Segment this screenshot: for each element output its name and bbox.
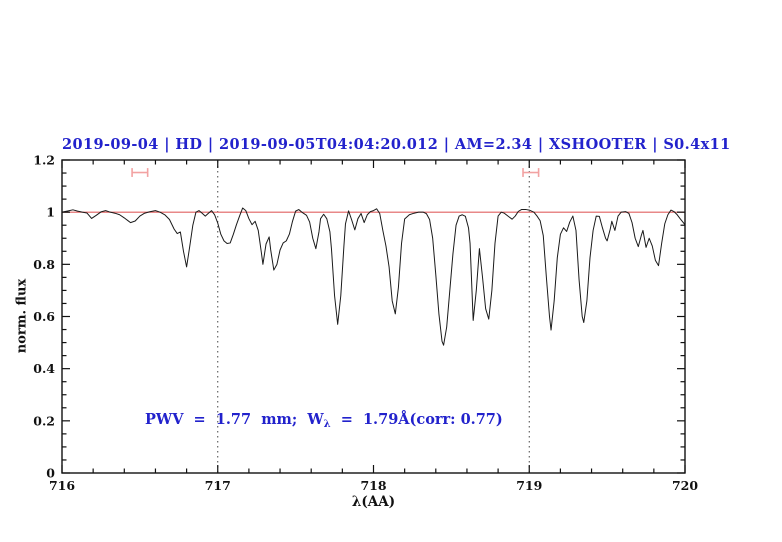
x-axis-tick-label: 718	[360, 478, 386, 493]
y-axis-tick-label: 1.2	[33, 153, 55, 168]
x-axis-tick-label: 716	[49, 478, 75, 493]
y-axis-tick-label: 0.2	[33, 413, 55, 428]
y-axis-tick-label: 0.4	[33, 361, 55, 376]
pwv-annotation-suffix: = 1.79Å(corr: 0.77)	[330, 411, 503, 428]
y-axis-tick-label: 0	[46, 466, 55, 481]
y-axis-label: norm. flux	[14, 278, 30, 354]
pwv-annotation: PWV = 1.77 mm; Wλ = 1.79Å(corr: 0.77)	[145, 411, 503, 430]
x-axis-tick-label: 719	[516, 478, 542, 493]
pwv-annotation-subscript: λ	[323, 419, 331, 430]
x-axis-tick-label: 717	[205, 478, 231, 493]
y-axis-tick-label: 1	[46, 205, 55, 220]
spectrum-line	[61, 207, 686, 346]
x-axis-tick-label: 720	[672, 478, 698, 493]
y-axis-tick-label: 0.8	[33, 257, 55, 272]
y-axis-tick-label: 0.6	[33, 309, 55, 324]
x-axis-label: λ(AA)	[351, 494, 396, 510]
pwv-annotation-prefix: PWV = 1.77 mm; W	[145, 411, 324, 428]
